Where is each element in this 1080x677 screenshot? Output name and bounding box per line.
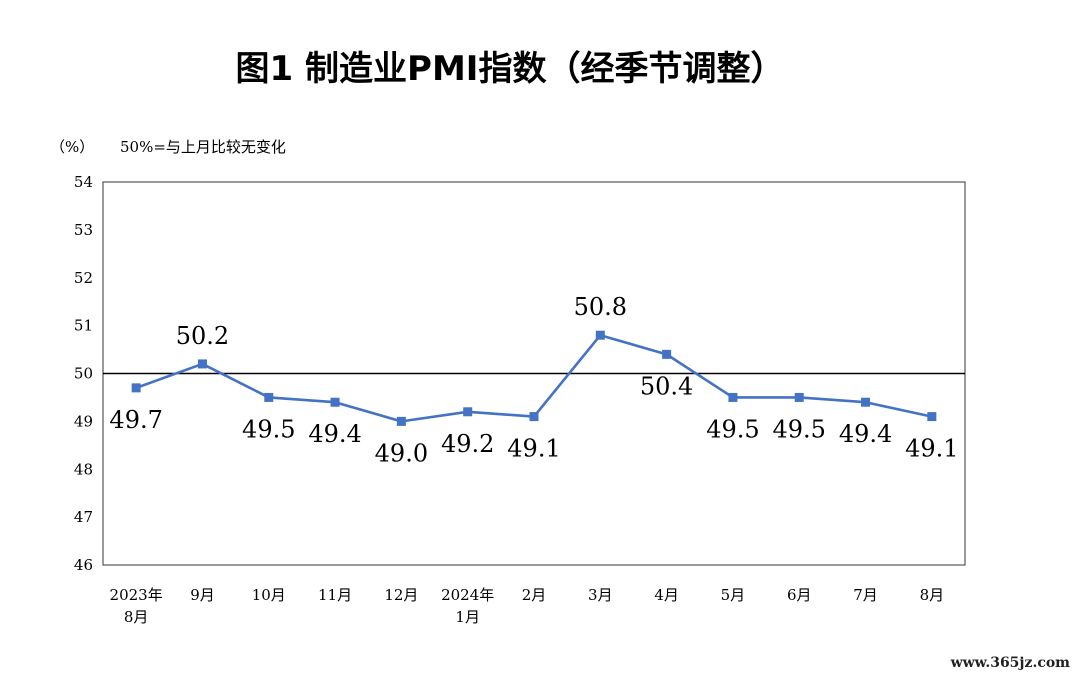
x-tick-label: 9月 — [190, 586, 215, 604]
x-tick-label: 10月 — [252, 586, 286, 604]
reference-note: 50%=与上月比较无变化 — [120, 138, 286, 156]
chart-title: 图1 制造业PMI指数（经季节调整） — [236, 49, 785, 89]
data-point-marker — [861, 397, 871, 407]
y-tick-label: 46 — [74, 556, 93, 574]
data-point-marker — [728, 392, 738, 402]
data-label: 49.7 — [109, 406, 162, 434]
data-point-marker — [595, 330, 605, 340]
data-label: 49.1 — [905, 435, 958, 463]
x-tick-label: 2月 — [522, 586, 547, 604]
y-tick-label: 50 — [74, 365, 93, 383]
data-label: 50.8 — [574, 293, 627, 321]
data-point-marker — [794, 392, 804, 402]
y-tick-label: 49 — [74, 412, 93, 430]
y-tick-label: 53 — [74, 221, 93, 239]
x-tick-label: 8月 — [920, 586, 945, 604]
data-label: 50.4 — [640, 372, 693, 400]
data-point-marker — [662, 349, 672, 359]
data-point-marker — [927, 412, 937, 422]
data-label: 49.4 — [308, 420, 361, 448]
pmi-series-markers — [131, 330, 937, 426]
data-label: 49.5 — [773, 415, 826, 443]
x-tick-label: 2024年 1月 — [441, 586, 494, 626]
y-tick-label: 52 — [74, 269, 93, 287]
x-tick-label: 11月 — [318, 586, 352, 604]
unit-label: （%） — [50, 138, 94, 156]
x-tick-label: 12月 — [384, 586, 418, 604]
data-point-marker — [264, 392, 274, 402]
data-point-marker — [197, 359, 207, 369]
data-labels: 49.7 50.2 49.5 49.4 49.0 49.2 49.1 50.8 50.4 49.5… — [109, 293, 958, 467]
data-point-marker — [529, 412, 539, 422]
x-tick-label: 3月 — [588, 586, 613, 604]
data-label: 49.2 — [441, 430, 494, 458]
data-label: 49.5 — [242, 415, 295, 443]
y-axis: 46 47 48 49 50 51 52 53 54 — [74, 173, 93, 574]
data-label: 49.0 — [375, 439, 428, 467]
x-axis: 2023年 8月 9月 10月 11月 12月 2024年 1月 2月 3月 4月 5月 6月 7月 8月 — [110, 586, 945, 626]
data-point-marker — [396, 416, 406, 426]
watermark: www.365jz.com — [950, 655, 1071, 671]
data-label: 49.4 — [839, 420, 892, 448]
data-label: 50.2 — [176, 322, 229, 350]
y-tick-label: 54 — [74, 173, 93, 191]
pmi-series-line — [135, 333, 933, 423]
x-tick-label: 4月 — [654, 586, 679, 604]
x-tick-label: 2023年 8月 — [110, 586, 163, 626]
data-point-marker — [131, 383, 141, 393]
y-tick-label: 48 — [74, 460, 93, 478]
y-tick-label: 51 — [74, 317, 93, 335]
x-tick-label: 5月 — [721, 586, 746, 604]
y-tick-label: 47 — [74, 508, 93, 526]
x-tick-label: 7月 — [853, 586, 878, 604]
x-tick-label: 6月 — [787, 586, 812, 604]
data-point-marker — [330, 397, 340, 407]
data-point-marker — [463, 407, 473, 417]
data-label: 49.1 — [507, 435, 560, 463]
data-label: 49.5 — [706, 415, 759, 443]
